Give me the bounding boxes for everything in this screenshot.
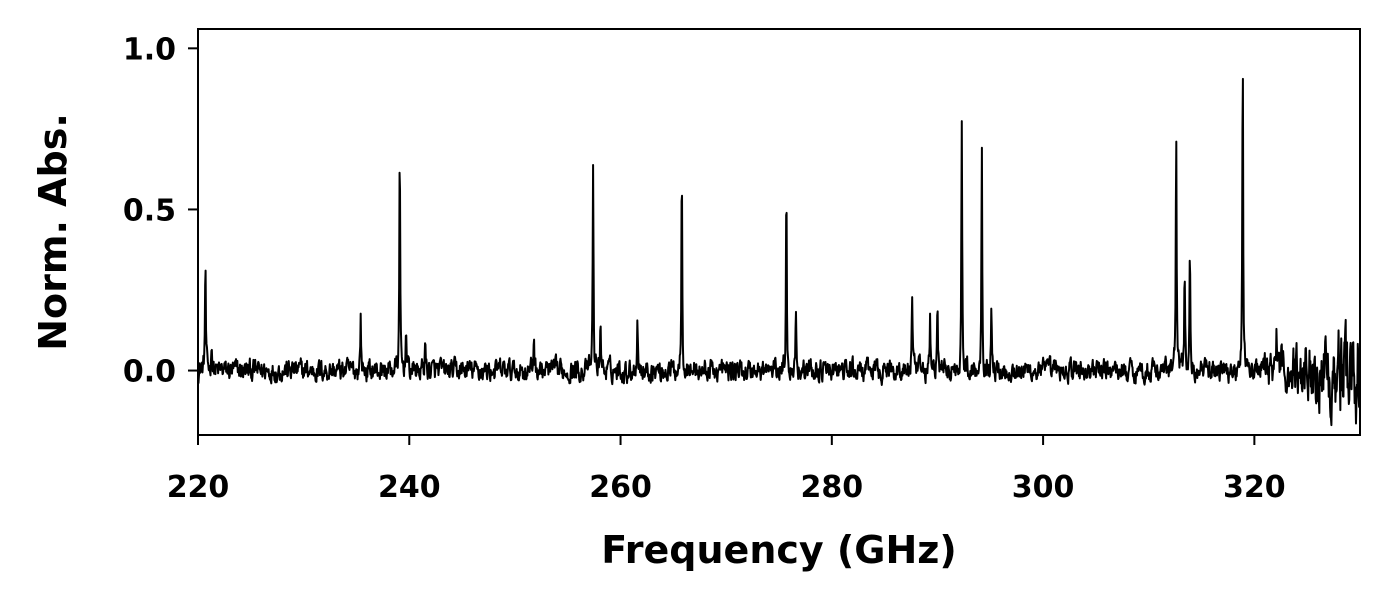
y-axis-label: Norm. Abs.	[31, 113, 75, 351]
y-tick-label: 1.0	[123, 32, 176, 67]
y-axis: 0.0 0.5 1.0	[123, 32, 198, 390]
spectrum-line	[197, 77, 1361, 427]
y-tick-label: 0.0	[123, 355, 176, 390]
plot-frame	[197, 28, 1361, 436]
spectrum-peak	[1189, 254, 1191, 256]
spectrum-peak	[599, 315, 601, 317]
x-axis: 220 240 260 280 300 320	[167, 435, 1286, 505]
spectrum-peak	[636, 308, 638, 310]
spectrum-peak	[1276, 315, 1278, 317]
spectrum-peak	[1184, 266, 1186, 268]
y-tick-label: 0.5	[123, 193, 176, 228]
spectrum-peak	[961, 118, 963, 120]
x-tick-label: 260	[589, 470, 652, 505]
spectrum-peak	[204, 260, 206, 262]
spectrum-peak	[990, 305, 992, 307]
spectrum-peak	[795, 305, 797, 307]
spectrum-peak	[533, 331, 535, 333]
spectrum-peak	[1175, 115, 1177, 117]
x-tick-label: 300	[1012, 470, 1075, 505]
x-tick-label: 220	[167, 470, 230, 505]
spectrum-peak	[785, 183, 787, 185]
plot-area	[197, 47, 1361, 427]
x-tick-label: 240	[378, 470, 441, 505]
spectrum-peak	[936, 305, 938, 307]
spectrum-peak	[424, 337, 426, 339]
spectrum-peak	[981, 144, 983, 146]
spectrum-peak	[1242, 47, 1244, 49]
spectrum-peak	[681, 150, 683, 152]
spectrum-peak	[405, 321, 407, 323]
spectrum-peak	[211, 337, 213, 339]
spectrum-peak	[399, 150, 401, 152]
x-tick-label: 320	[1223, 470, 1286, 505]
x-tick-label: 280	[801, 470, 864, 505]
x-axis-label: Frequency (GHz)	[601, 528, 957, 572]
